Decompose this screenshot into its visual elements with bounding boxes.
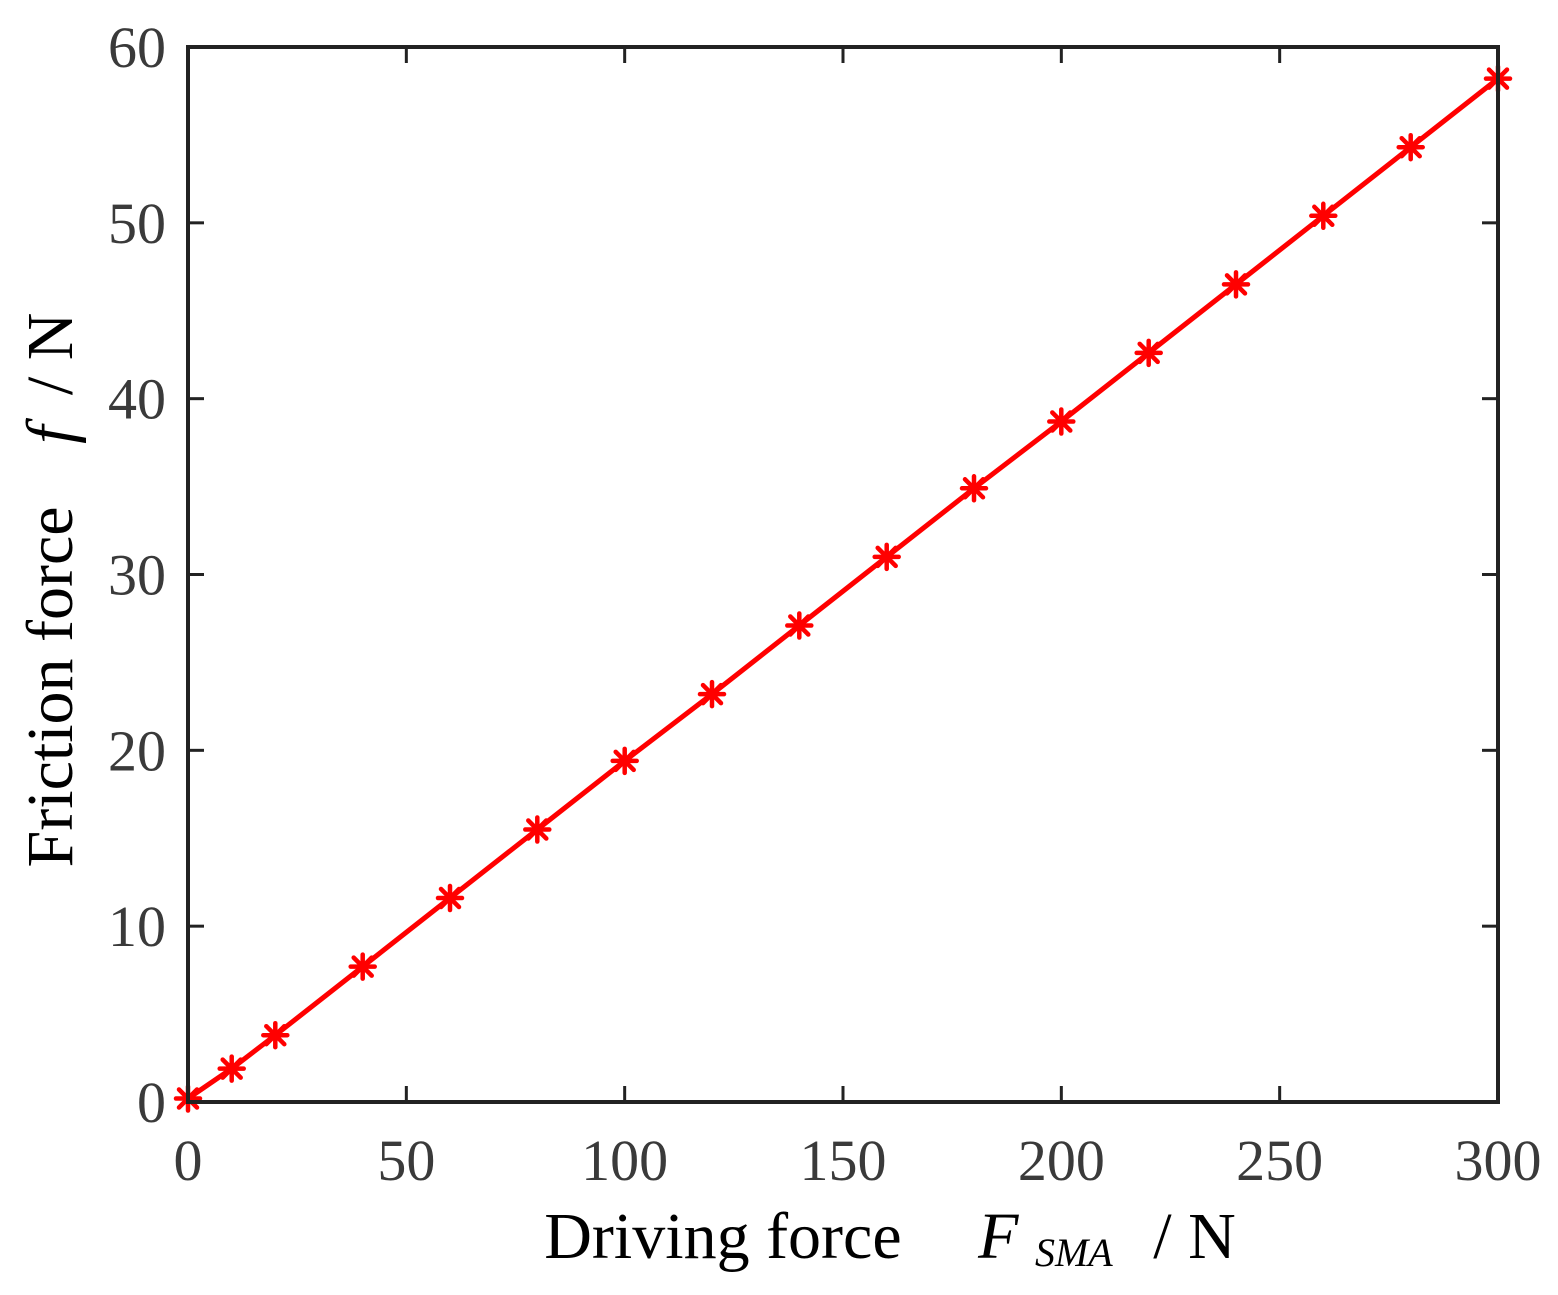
x-axis-label-subscript: SMA [1035,1230,1113,1275]
data-point-0-14 [1309,201,1338,231]
data-point-0-11 [1047,407,1076,436]
x-tick-label-4: 200 [1018,1128,1105,1193]
plot-layer [173,64,1513,1113]
x-tick-label-0: 0 [174,1128,203,1193]
y-tick-label-5: 50 [108,191,166,256]
x-tick-label-3: 150 [800,1128,887,1193]
data-point-0-9 [872,542,901,572]
y-tick-label-0: 0 [137,1070,166,1135]
y-axis-label-unit: / N [14,313,87,396]
series-line-0 [186,76,1500,1101]
data-point-0-10 [959,474,989,503]
data-point-0-15 [1396,132,1425,162]
x-tick-label-1: 50 [377,1128,435,1193]
data-point-0-7 [697,679,727,709]
x-tick-label-2: 100 [581,1128,668,1193]
data-point-0-12 [1134,338,1163,368]
ticks-layer: 0 50 100 150 200 250 300 0 10 20 30 40 50 60 [108,15,1542,1193]
data-point-0-4 [435,883,465,913]
y-axis-label-symbol: f [14,418,87,444]
x-tick-label-6: 300 [1455,1128,1542,1193]
y-tick-label-3: 30 [108,543,166,608]
y-axis-label: Friction force f / N [14,313,87,868]
data-point-0-6 [610,746,639,776]
x-axis-label-symbol: F [977,1200,1019,1273]
plot-frame [186,45,1500,1104]
data-point-0-2 [261,1020,290,1050]
data-point-0-1 [217,1054,246,1083]
x-tick-label-5: 250 [1236,1128,1323,1193]
x-axis-label-prefix: Driving force [544,1200,901,1273]
data-point-0-3 [348,952,377,981]
y-tick-label-6: 60 [108,15,166,80]
data-point-0-5 [523,815,552,844]
data-point-0-8 [785,611,814,640]
y-tick-label-4: 40 [108,367,166,432]
x-axis-label-unit: / N [1153,1200,1236,1273]
y-tick-label-2: 20 [108,718,166,783]
data-point-0-13 [1221,270,1251,299]
y-axis-label-prefix: Friction force [14,506,87,867]
x-axis-label: Driving force F SMA / N [544,1200,1235,1281]
y-tick-label-1: 10 [108,894,166,959]
